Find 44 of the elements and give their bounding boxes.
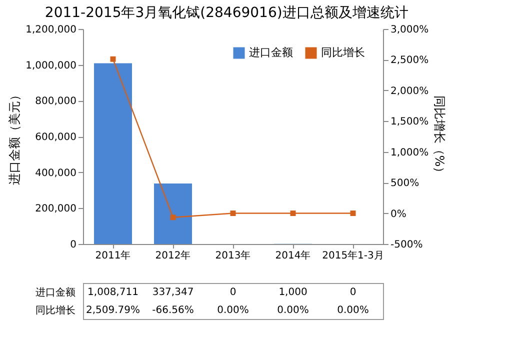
- y-tick-label: 1,200,000: [26, 24, 76, 36]
- y-tick-label: 1,000,000: [26, 60, 76, 72]
- legend-label: 进口金额: [249, 46, 293, 59]
- point: [170, 214, 176, 220]
- data-label: 0: [230, 287, 236, 298]
- bar: [94, 63, 132, 244]
- data-label: 0.00%: [337, 305, 369, 316]
- point: [110, 56, 116, 62]
- y2-tick-label: 500%: [390, 178, 420, 190]
- data-label: 0.00%: [277, 305, 309, 316]
- y-tick-label: 600,000: [35, 132, 76, 143]
- data-label: -66.56%: [152, 305, 194, 316]
- x-tick-label: 2011年: [95, 250, 131, 262]
- text: 进口金额: [36, 288, 76, 298]
- x-tick-label: 2014年: [275, 250, 311, 262]
- y-tick-label: 0: [70, 240, 76, 250]
- y2-tick-label: 2,000%: [390, 86, 429, 97]
- x-tick-label: 2015年1-3月: [322, 250, 384, 262]
- data-label: 2,509.79%: [86, 305, 140, 316]
- data-label: 0: [350, 287, 356, 298]
- chart-title: 2011-2015年3月氧化铽(28469016)进口总额及增速统计: [44, 5, 408, 21]
- y-axis-title: 进口金额（美元）: [8, 89, 22, 185]
- y2-tick-label: 1,000%: [390, 147, 429, 158]
- data-label: 0.00%: [217, 305, 249, 316]
- text: 同比增长: [36, 306, 76, 316]
- y2-tick-label: 0%: [390, 208, 406, 220]
- y2-tick-label: 1,500%: [390, 116, 429, 128]
- y-tick-label: 200,000: [35, 204, 76, 215]
- x-tick-label: 2013年: [215, 250, 251, 262]
- y-tick-label: 400,000: [35, 168, 76, 179]
- x-tick-label: 2012年: [155, 250, 191, 262]
- y2-tick-label: 3,000%: [390, 24, 429, 36]
- data-label: 337,347: [152, 287, 194, 298]
- y2-tick-label: 2,500%: [390, 55, 429, 66]
- y2-axis-title: 同比增长（%）: [432, 95, 447, 179]
- data-label: 1,000: [278, 287, 308, 298]
- data-label: 1,008,711: [88, 287, 138, 298]
- point: [350, 210, 356, 216]
- y-tick-label: 800,000: [35, 96, 76, 108]
- point: [230, 210, 236, 216]
- point: [290, 210, 296, 216]
- bar: [154, 184, 192, 244]
- legend-label: 同比增长: [321, 46, 365, 59]
- y2-tick-label: -500%: [390, 240, 423, 250]
